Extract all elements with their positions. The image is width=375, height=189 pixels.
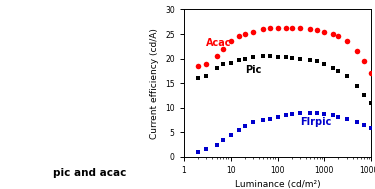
Point bbox=[314, 60, 320, 63]
Point bbox=[283, 114, 289, 117]
Point bbox=[220, 63, 226, 66]
Point bbox=[274, 55, 280, 58]
Point bbox=[213, 67, 219, 70]
Point bbox=[344, 40, 350, 43]
Point bbox=[267, 27, 273, 30]
Point bbox=[283, 26, 289, 29]
Point bbox=[368, 72, 374, 75]
Point bbox=[368, 101, 374, 104]
Point bbox=[220, 47, 226, 50]
Point bbox=[368, 127, 374, 130]
Text: FIrpic: FIrpic bbox=[300, 117, 331, 127]
Point bbox=[354, 121, 360, 124]
Text: Pic: Pic bbox=[245, 65, 261, 75]
Point bbox=[274, 26, 280, 29]
Point bbox=[242, 125, 248, 128]
Point bbox=[274, 115, 280, 118]
Point bbox=[289, 56, 295, 59]
Point bbox=[314, 111, 320, 114]
Point bbox=[236, 128, 242, 131]
Point bbox=[321, 112, 327, 115]
Point bbox=[203, 62, 209, 65]
Point bbox=[260, 28, 266, 31]
Point bbox=[250, 56, 256, 59]
Point bbox=[195, 64, 201, 67]
Point bbox=[242, 57, 248, 60]
Point bbox=[220, 138, 226, 141]
Point bbox=[336, 115, 342, 118]
Point bbox=[289, 112, 295, 115]
Point bbox=[321, 30, 327, 33]
Point bbox=[236, 58, 242, 61]
Point bbox=[354, 50, 360, 53]
Point bbox=[354, 84, 360, 87]
Point bbox=[250, 30, 256, 33]
Point bbox=[203, 74, 209, 77]
Point bbox=[213, 143, 219, 146]
Point bbox=[260, 55, 266, 58]
Point bbox=[250, 121, 256, 124]
Point bbox=[344, 74, 350, 77]
Point bbox=[195, 77, 201, 80]
Point bbox=[330, 33, 336, 36]
Point bbox=[336, 35, 342, 38]
Point bbox=[267, 117, 273, 120]
Point bbox=[330, 67, 336, 70]
Point bbox=[344, 117, 350, 120]
Point bbox=[267, 55, 273, 58]
Point bbox=[297, 27, 303, 30]
Text: Acac: Acac bbox=[206, 38, 232, 48]
Point bbox=[307, 28, 313, 31]
Point bbox=[228, 133, 234, 136]
Point bbox=[314, 29, 320, 32]
Point bbox=[195, 150, 201, 153]
Text: pic and acac: pic and acac bbox=[53, 168, 127, 178]
Point bbox=[361, 123, 367, 126]
Point bbox=[283, 56, 289, 59]
Point bbox=[361, 94, 367, 97]
Point bbox=[361, 60, 367, 63]
Point bbox=[236, 35, 242, 38]
Point bbox=[321, 62, 327, 65]
Point bbox=[307, 111, 313, 114]
Point bbox=[330, 114, 336, 117]
Point bbox=[260, 119, 266, 122]
X-axis label: Luminance (cd/m²): Luminance (cd/m²) bbox=[235, 180, 320, 189]
Point bbox=[242, 33, 248, 36]
Point bbox=[213, 55, 219, 58]
Y-axis label: Current efficiency (cd/A): Current efficiency (cd/A) bbox=[150, 28, 159, 139]
Point bbox=[307, 58, 313, 61]
Point bbox=[228, 40, 234, 43]
Point bbox=[289, 26, 295, 29]
Point bbox=[336, 69, 342, 72]
Point bbox=[228, 61, 234, 64]
Point bbox=[297, 57, 303, 60]
Point bbox=[297, 111, 303, 114]
Point bbox=[203, 148, 209, 151]
